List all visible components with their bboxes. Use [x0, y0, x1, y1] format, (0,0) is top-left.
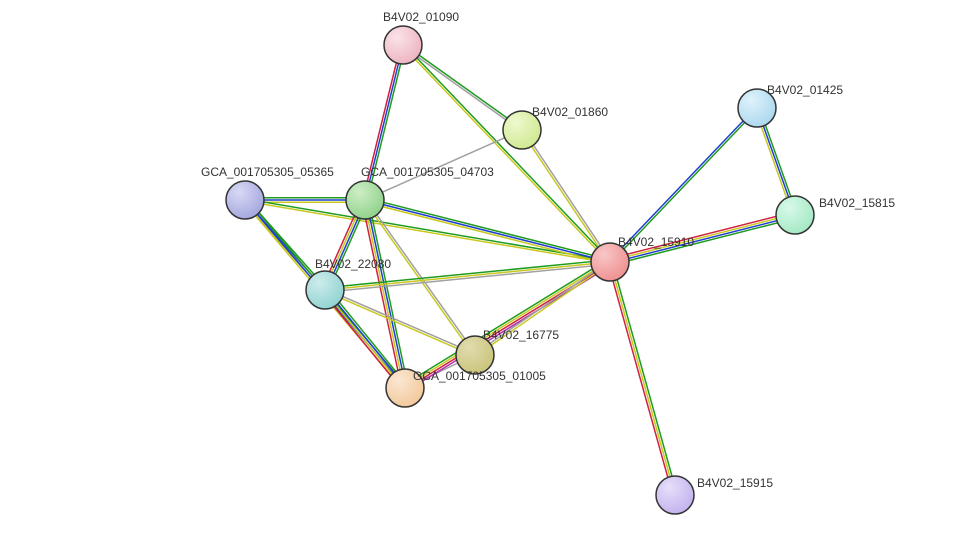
node-label-n05365: GCA_001705305_05365 [201, 165, 334, 179]
edge-n15910-n15915 [608, 263, 673, 496]
node-label-n16775: B4V02_16775 [483, 328, 559, 342]
node-label-n01090: B4V02_01090 [383, 10, 459, 24]
node-label-n01425: B4V02_01425 [767, 83, 843, 97]
edge-n15910-n15915 [610, 262, 675, 495]
network-graph: B4V02_01090 B4V02_01860 B4V02_01425 B4V02_1… [0, 0, 976, 559]
edge-n01090-n01860 [402, 46, 521, 131]
node-label-n01860: B4V02_01860 [532, 105, 608, 119]
node-label-n15910: B4V02_15910 [618, 235, 694, 249]
node-label-n04703: GCA_001705305_04703 [361, 165, 494, 179]
edge-n01090-n15910 [404, 44, 611, 261]
node-n22080[interactable] [306, 271, 344, 309]
node-label-n15815: B4V02_15815 [819, 196, 895, 210]
edge-n01005-n15910 [403, 259, 608, 385]
edge-n05365-n15910 [245, 199, 610, 261]
edge-n04703-n15910 [364, 202, 609, 264]
node-label-n01005: GCA_001705305_01005 [413, 369, 546, 383]
node-label-n22080: B4V02_22080 [315, 257, 391, 271]
edge-n05365-n15910 [245, 201, 610, 263]
node-n05365[interactable] [226, 181, 264, 219]
node-n01090[interactable] [384, 26, 422, 64]
node-label-n15915: B4V02_15915 [697, 476, 773, 490]
edge-n15910-n15915 [612, 261, 677, 494]
node-n04703[interactable] [346, 181, 384, 219]
node-n15815[interactable] [776, 196, 814, 234]
edge-n01090-n01860 [404, 44, 523, 129]
node-n15915[interactable] [656, 476, 694, 514]
